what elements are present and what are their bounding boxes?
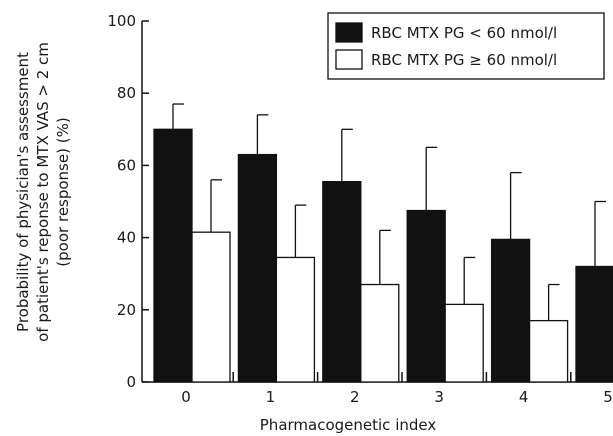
bar-series-high <box>444 303 484 383</box>
y-tick-label: 100 <box>107 12 136 30</box>
x-tick-label: 2 <box>350 388 360 406</box>
y-axis-title-line: of patient's reponse to MTX VAS > 2 cm <box>34 42 52 342</box>
bar-series-low <box>153 128 193 383</box>
x-tick-label: 1 <box>266 388 276 406</box>
legend-swatch <box>335 22 363 43</box>
bar-series-high <box>275 256 316 383</box>
legend-box <box>327 12 605 80</box>
bar-series-low <box>575 265 613 383</box>
y-tick-label: 40 <box>117 229 136 247</box>
legend: RBC MTX PG < 60 nmol/l RBC MTX PG ≥ 60 nm… <box>327 12 605 80</box>
x-axis-title: Pharmacogenetic index <box>260 416 437 434</box>
y-tick-label: 20 <box>117 301 136 319</box>
bar-series-high <box>528 319 569 383</box>
error-bars <box>172 103 606 321</box>
x-ticks: 0 1 2 3 4 5 <box>181 372 613 406</box>
y-tick-label: 80 <box>117 84 136 102</box>
bar-series-low <box>490 238 531 383</box>
bar-series-low <box>406 209 446 383</box>
bars <box>153 128 613 383</box>
x-tick-label: 5 <box>603 388 613 406</box>
bar-series-high <box>191 231 231 383</box>
x-tick-label: 3 <box>434 388 444 406</box>
y-axis-title: Probability of physician's assessment of … <box>14 42 72 342</box>
legend-label: RBC MTX PG < 60 nmol/l <box>371 24 557 42</box>
bar-series-high <box>360 283 400 383</box>
y-axis-title-line: (poor response) (%) <box>54 117 72 266</box>
legend-label: RBC MTX PG ≥ 60 nmol/l <box>371 51 557 69</box>
y-axis-title-text: Probability of physician's assessment of … <box>14 42 72 342</box>
bar-series-low <box>322 180 362 383</box>
y-ticks: 0 20 40 60 80 100 <box>107 12 149 391</box>
x-tick-label: 4 <box>519 388 529 406</box>
bar-series-low <box>237 153 278 383</box>
y-tick-label: 60 <box>117 156 136 174</box>
y-tick-label: 0 <box>126 373 136 391</box>
x-tick-label: 0 <box>181 388 191 406</box>
legend-swatch <box>335 49 363 70</box>
y-axis-title-line: Probability of physician's assessment <box>14 52 32 332</box>
